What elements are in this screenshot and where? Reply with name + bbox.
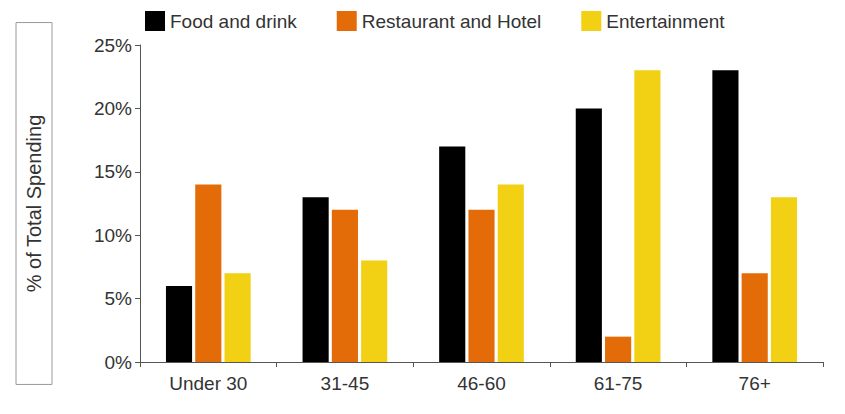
svg-text:% of Total Spending: % of Total Spending	[23, 115, 45, 293]
svg-text:25%: 25%	[94, 35, 132, 56]
svg-text:61-75: 61-75	[594, 373, 643, 394]
svg-text:15%: 15%	[94, 161, 132, 182]
svg-text:Restaurant and Hotel: Restaurant and Hotel	[362, 11, 542, 32]
svg-text:Entertainment: Entertainment	[606, 11, 725, 32]
svg-text:Under 30: Under 30	[169, 373, 247, 394]
svg-text:0%: 0%	[105, 352, 133, 373]
svg-text:31-45: 31-45	[321, 373, 370, 394]
svg-text:10%: 10%	[94, 225, 132, 246]
svg-text:20%: 20%	[94, 98, 132, 119]
svg-text:76+: 76+	[739, 373, 771, 394]
svg-text:5%: 5%	[105, 288, 133, 309]
svg-text:Food and drink: Food and drink	[170, 11, 297, 32]
svg-text:46-60: 46-60	[457, 373, 506, 394]
